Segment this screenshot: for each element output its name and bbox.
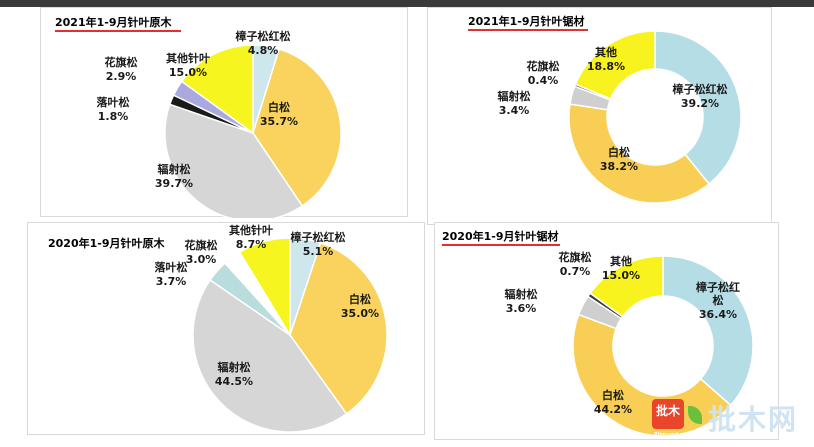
- slice-label-other: 其他 15.0%: [602, 254, 640, 282]
- chart-title-2020-lumber: 2020年1-9月针叶锯材: [442, 230, 559, 243]
- slice-label-white-pine: 白松 35.0%: [341, 292, 379, 320]
- pie-slice-other: [180, 44, 254, 135]
- panel-2020-lumber: 2020年1-9月针叶锯材 樟子松红松 36.4% 白松 44.2% 辐射松 3.6% 花旗…: [434, 222, 779, 440]
- slice-label-white-pine: 白松 38.2%: [600, 145, 638, 173]
- watermark-logo: 批木 Piimuwd.com 批木网: [652, 396, 812, 438]
- pie-slice-other: [574, 30, 656, 100]
- pie-slice-other: [589, 255, 664, 318]
- logo-badge-subtext: Piimuwd.com: [654, 432, 692, 438]
- slice-label-pine-red: 樟子松红松 4.8%: [235, 29, 291, 57]
- slice-label-douglas-fir: 花旗松 3.0%: [185, 238, 218, 266]
- panel-2021-logs: 2021年1-9月针叶原木 樟子松红松 4.8% 白松 35.7% 辐射松 39.7% 落叶…: [40, 7, 408, 218]
- panel-2021-lumber: 2021年1-9月针叶锯材 樟子松红松 39.2% 白松 38.2% 辐射松 3.4% 花旗…: [427, 7, 772, 225]
- site-name: 批木网: [708, 403, 799, 436]
- slice-label-pine-red: 樟子松红松 36.4%: [695, 280, 740, 321]
- chart-2021-lumber: 樟子松红松 39.2% 白松 38.2% 辐射松 3.4%花旗松 0.4% 其他 18.8%: [498, 30, 742, 204]
- panel-2020-logs: 2020年1-9月针叶原木 樟子松红松 5.1% 白松 35.0% 辐射松 44.5% 落叶…: [27, 222, 425, 435]
- pie-slice-pine-red: [654, 30, 742, 186]
- pie-slice-white-pine: [568, 103, 711, 204]
- pie-slice-radiata: [192, 278, 348, 433]
- slice-label-larch: 落叶松 1.8%: [97, 95, 130, 123]
- pie-slice-white-pine: [252, 48, 342, 207]
- chart-title-2020-logs: 2020年1-9月针叶原木: [48, 237, 165, 250]
- slice-label-douglas-fir: 花旗松 0.4%: [527, 59, 560, 87]
- chart-2020-logs: 樟子松红松 5.1% 白松 35.0% 辐射松 44.5% 落叶松 3.7%花旗松 3.0% 其他…: [155, 223, 388, 433]
- chart-title-2021-logs: 2021年1-9月针叶原木: [55, 16, 172, 29]
- logo-badge-text: 批木: [655, 404, 680, 418]
- leaf-icon: [688, 406, 702, 424]
- pie-slice-pine-red: [662, 255, 754, 407]
- slice-label-radiata: 辐射松 39.7%: [155, 162, 193, 190]
- pie-slice-white-pine: [289, 241, 388, 415]
- slice-label-douglas-fir: 花旗松 2.9%: [105, 55, 138, 83]
- title-underline: [442, 244, 560, 246]
- slice-label-other: 其他针叶 8.7%: [229, 223, 273, 251]
- chart-title-2021-lumber: 2021年1-9月针叶锯材: [468, 15, 585, 28]
- slice-label-radiata: 辐射松 3.6%: [505, 287, 538, 315]
- slice-label-white-pine: 白松 35.7%: [260, 100, 298, 128]
- slice-label-radiata: 辐射松 44.5%: [215, 360, 253, 388]
- pie-slice-radiata: [164, 103, 304, 218]
- slice-label-douglas-fir: 花旗松 0.7%: [559, 250, 592, 278]
- slice-label-white-pine: 白松 44.2%: [594, 388, 632, 416]
- slice-label-other: 其他 18.8%: [587, 45, 625, 73]
- slice-label-larch: 落叶松 3.7%: [155, 260, 188, 288]
- slice-label-pine-red: 樟子松红松 5.1%: [290, 230, 346, 258]
- pie-slice-white-pine: [572, 313, 732, 437]
- top-dark-bar: [0, 0, 814, 7]
- slice-label-radiata: 辐射松 3.4%: [498, 89, 531, 117]
- pie-slice-other: [238, 237, 291, 338]
- slice-label-other: 其他针叶 15.0%: [166, 51, 210, 79]
- slice-label-pine-red: 樟子松红松 39.2%: [672, 82, 728, 110]
- logo-badge: 批木 Piimuwd.com: [652, 399, 692, 438]
- title-underline: [55, 30, 181, 32]
- chart-2021-logs: 樟子松红松 4.8% 白松 35.7% 辐射松 39.7% 落叶松 1.8% 花旗松 2.9% 其他…: [97, 29, 342, 218]
- title-underline: [468, 29, 588, 31]
- chart-2020-lumber: 樟子松红松 36.4% 白松 44.2% 辐射松 3.6% 花旗松 0.7% 其他 15.0%: [505, 250, 754, 437]
